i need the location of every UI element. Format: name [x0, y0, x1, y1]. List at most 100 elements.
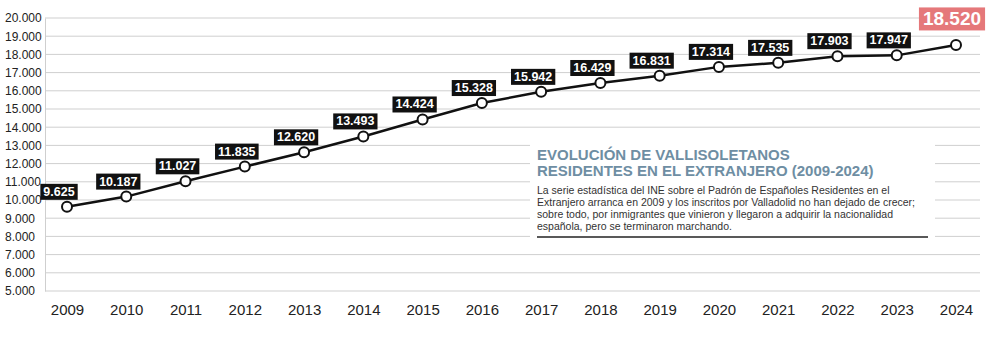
x-tick-label: 2015	[406, 301, 439, 318]
text-line: Extranjero arranca en 2009 y los inscrit…	[537, 196, 915, 208]
text-line: RESIDENTES EN EL EXTRANJERO (2009-2024)	[537, 162, 874, 179]
data-label-text: 17.947	[870, 33, 908, 47]
line	[67, 45, 956, 207]
y-tick-label: 8.000	[5, 230, 35, 244]
y-tick: 14.000	[5, 121, 45, 135]
data-label-box	[748, 40, 792, 56]
y-tick-label: 12.000	[5, 157, 42, 171]
grid-line	[45, 291, 980, 292]
y-tick-label: 16.000	[5, 84, 42, 98]
y-tick: 11.000	[5, 175, 45, 189]
data-label-text: 15.942	[514, 70, 552, 84]
y-tick-label: 9.000	[5, 212, 35, 226]
annotation-background	[530, 138, 935, 238]
grid-line	[45, 254, 980, 255]
data-label: 16.429	[570, 60, 614, 76]
data-label-text: 17.903	[810, 34, 848, 48]
x-tick-label: 2013	[288, 301, 321, 318]
grid-line	[45, 90, 980, 91]
data-label-text: 17.314	[692, 45, 730, 59]
x-tick: 2011	[170, 301, 202, 318]
data-label-text: 10.187	[99, 175, 137, 189]
grid	[45, 18, 980, 291]
y-tick-label: 18.000	[5, 48, 42, 62]
y-tick: 15.000	[5, 102, 45, 116]
data-label-text: 18.520	[923, 8, 981, 29]
text-line: La serie estadística del INE sobre el Pa…	[537, 184, 890, 196]
data-label-box	[274, 129, 318, 145]
x-tick: 2009	[51, 301, 84, 318]
data-label-box	[40, 184, 77, 200]
data-label-text: 17.535	[751, 41, 789, 55]
y-tick-label: 14.000	[5, 121, 42, 135]
x-tick-label: 2016	[466, 301, 499, 318]
marker	[655, 71, 665, 81]
x-tick-label: 2019	[643, 301, 676, 318]
data-label-text: 16.831	[633, 54, 671, 68]
x-tick: 2013	[288, 301, 321, 318]
marker	[62, 202, 72, 212]
data-label-box	[570, 60, 614, 76]
marker	[773, 58, 783, 68]
x-tick: 2016	[466, 301, 499, 318]
x-tick: 2014	[347, 301, 380, 318]
y-tick: 5.000	[5, 284, 45, 298]
y-tick-label: 19.000	[5, 30, 42, 44]
data-label: 18.520	[919, 7, 985, 30]
data-label-text: 13.493	[336, 114, 374, 128]
x-axis: 2009201020112012201320142015201620172018…	[51, 301, 973, 318]
data-label: 13.493	[333, 113, 377, 129]
y-tick: 13.000	[5, 139, 45, 153]
data-label-box	[689, 44, 733, 60]
data-label: 17.947	[867, 32, 911, 48]
marker	[832, 51, 842, 61]
y-tick: 12.000	[5, 157, 45, 171]
y-tick-label: 10.000	[5, 193, 42, 207]
y-tick-label: 11.000	[5, 175, 41, 189]
x-tick: 2010	[110, 301, 143, 318]
marker	[299, 147, 309, 157]
data-label-text: 15.328	[455, 81, 493, 95]
x-tick: 2024	[940, 301, 973, 318]
data-label-box	[452, 80, 496, 96]
x-tick-label: 2020	[703, 301, 736, 318]
data-label-box	[511, 69, 555, 85]
data-label: 12.620	[274, 129, 318, 145]
grid-line	[45, 109, 980, 110]
data-label-text: 16.429	[573, 61, 611, 75]
y-tick-label: 13.000	[5, 139, 42, 153]
x-tick-label: 2009	[51, 301, 84, 318]
data-label-box	[392, 96, 436, 112]
y-tick-label: 17.000	[5, 66, 42, 80]
title: EVOLUCIÓN DE VALLISOLETANOSRESIDENTES EN…	[537, 146, 874, 179]
text-line: EVOLUCIÓN DE VALLISOLETANOS	[537, 146, 790, 163]
x-tick-label: 2010	[110, 301, 143, 318]
data-label: 14.424	[392, 96, 436, 112]
data-label: 10.187	[96, 174, 140, 190]
marker	[595, 78, 605, 88]
data-label: 15.942	[511, 69, 555, 85]
data-label-box	[156, 158, 200, 174]
y-tick: 19.000	[5, 30, 45, 44]
data-labels: 9.62510.18711.02711.83512.62013.49314.42…	[40, 7, 985, 199]
data-label-text: 9.625	[43, 185, 74, 199]
data-label: 17.314	[689, 44, 733, 60]
subtitle: La serie estadística del INE sobre el Pa…	[537, 184, 915, 232]
x-tick-label: 2023	[881, 301, 914, 318]
x-tick: 2012	[229, 301, 262, 318]
marker	[892, 50, 902, 60]
marker	[181, 176, 191, 186]
x-tick-label: 2012	[229, 301, 262, 318]
y-tick: 9.000	[5, 212, 45, 226]
x-tick-label: 2014	[347, 301, 380, 318]
grid-line	[45, 127, 980, 128]
chart: 5.000 6.000 7.000 8.000 9.000 10.000 11.000 12.…	[0, 0, 1000, 347]
y-tick-label: 6.000	[5, 266, 35, 280]
x-tick: 2022	[821, 301, 854, 318]
x-tick-label: 2011	[170, 301, 202, 318]
y-tick: 7.000	[5, 248, 45, 262]
x-tick: 2021	[762, 301, 795, 318]
y-tick: 20.000	[5, 11, 45, 25]
grid-line	[45, 18, 980, 19]
data-label-box	[333, 113, 377, 129]
